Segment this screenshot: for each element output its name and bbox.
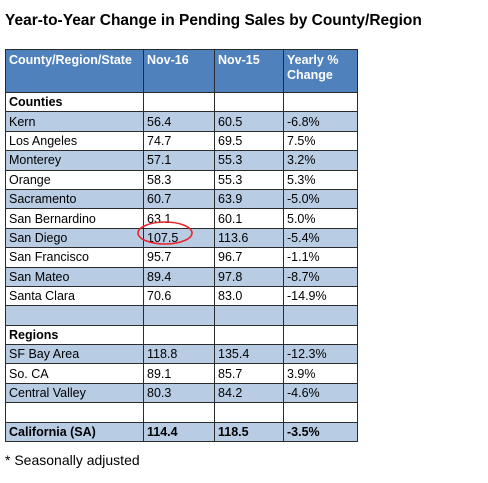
spacer-row <box>5 402 358 423</box>
cell: 60.1 <box>214 208 284 229</box>
data-row: San Diego 107.5 113.6 -5.4% <box>5 227 358 249</box>
cell: Kern <box>5 111 144 132</box>
data-row: Central Valley 80.3 84.2 -4.6% <box>5 382 358 404</box>
cell: 113.6 <box>214 227 284 249</box>
data-row: San Francisco 95.7 96.7 -1.1% <box>5 247 358 268</box>
cell: 89.4 <box>143 266 215 287</box>
cell: -6.8% <box>283 111 358 132</box>
cell: 83.0 <box>214 285 284 307</box>
section-row: Counties <box>5 91 358 113</box>
section-label: Regions <box>5 324 144 346</box>
cell <box>283 402 358 423</box>
header-row: County/Region/State Nov-16 Nov-15 Yearly % … <box>5 49 358 93</box>
header-cell: County/Region/State <box>5 49 144 93</box>
cell: 114.4 <box>143 421 215 443</box>
cell: 63.9 <box>214 188 284 210</box>
cell: 63.1 <box>143 208 215 229</box>
cell: 118.8 <box>143 344 215 365</box>
cell <box>143 91 215 113</box>
cell <box>214 402 284 423</box>
cell: -1.1% <box>283 247 358 268</box>
spacer-row <box>5 305 358 326</box>
section-row: Regions <box>5 324 358 346</box>
cell: 60.5 <box>214 111 284 132</box>
cell: -8.7% <box>283 266 358 287</box>
header-cell: Nov-16 <box>143 49 215 93</box>
cell: Orange <box>5 169 144 190</box>
cell: -14.9% <box>283 285 358 307</box>
cell: -5.0% <box>283 188 358 210</box>
cell <box>143 324 215 346</box>
data-row: So. CA 89.1 85.7 3.9% <box>5 363 358 384</box>
data-row: Kern 56.4 60.5 -6.8% <box>5 111 358 132</box>
cell <box>283 324 358 346</box>
data-row: San Bernardino 63.1 60.1 5.0% <box>5 208 358 229</box>
cell: Santa Clara <box>5 285 144 307</box>
cell: San Diego <box>5 227 144 249</box>
cell: So. CA <box>5 363 144 384</box>
data-row: Sacramento 60.7 63.9 -5.0% <box>5 188 358 210</box>
sales-table: County/Region/State Nov-16 Nov-15 Yearly % … <box>5 49 358 443</box>
data-row: San Mateo 89.4 97.8 -8.7% <box>5 266 358 287</box>
cell <box>214 91 284 113</box>
cell: 60.7 <box>143 188 215 210</box>
cell <box>5 305 144 326</box>
cell: 85.7 <box>214 363 284 384</box>
data-row: Los Angeles 74.7 69.5 7.5% <box>5 130 358 152</box>
cell: 7.5% <box>283 130 358 152</box>
cell <box>143 402 215 423</box>
cell: 69.5 <box>214 130 284 152</box>
cell <box>214 324 284 346</box>
cell: 84.2 <box>214 382 284 404</box>
cell: 58.3 <box>143 169 215 190</box>
cell: 89.1 <box>143 363 215 384</box>
cell: San Mateo <box>5 266 144 287</box>
data-row: Santa Clara 70.6 83.0 -14.9% <box>5 285 358 307</box>
cell: -4.6% <box>283 382 358 404</box>
cell: 55.3 <box>214 169 284 190</box>
cell: Sacramento <box>5 188 144 210</box>
cell: Monterey <box>5 150 144 171</box>
cell: 55.3 <box>214 150 284 171</box>
cell: -3.5% <box>283 421 358 443</box>
cell: 3.2% <box>283 150 358 171</box>
total-row: California (SA) 114.4 118.5 -3.5% <box>5 421 358 443</box>
cell: 57.1 <box>143 150 215 171</box>
cell: 74.7 <box>143 130 215 152</box>
cell <box>283 91 358 113</box>
cell: 70.6 <box>143 285 215 307</box>
cell <box>283 305 358 326</box>
data-row: Orange 58.3 55.3 5.3% <box>5 169 358 190</box>
title: Year-to-Year Change in Pending Sales by … <box>5 12 422 29</box>
cell: Central Valley <box>5 382 144 404</box>
header-cell: Yearly % Change <box>283 49 358 93</box>
cell: 96.7 <box>214 247 284 268</box>
cell: 135.4 <box>214 344 284 365</box>
data-row: Monterey 57.1 55.3 3.2% <box>5 150 358 171</box>
cell: 80.3 <box>143 382 215 404</box>
cell: 5.3% <box>283 169 358 190</box>
cell: 97.8 <box>214 266 284 287</box>
cell: Los Angeles <box>5 130 144 152</box>
cell: San Francisco <box>5 247 144 268</box>
cell: 5.0% <box>283 208 358 229</box>
cell <box>143 305 215 326</box>
cell: 95.7 <box>143 247 215 268</box>
cell: 118.5 <box>214 421 284 443</box>
cell: 56.4 <box>143 111 215 132</box>
cell <box>214 305 284 326</box>
cell: 107.5 <box>143 227 215 249</box>
cell: California (SA) <box>5 421 144 443</box>
data-row: SF Bay Area 118.8 135.4 -12.3% <box>5 344 358 365</box>
footnote: * Seasonally adjusted <box>5 452 140 468</box>
cell: San Bernardino <box>5 208 144 229</box>
cell: -12.3% <box>283 344 358 365</box>
cell: 3.9% <box>283 363 358 384</box>
cell <box>5 402 144 423</box>
header-cell: Nov-15 <box>214 49 284 93</box>
section-label: Counties <box>5 91 144 113</box>
cell: SF Bay Area <box>5 344 144 365</box>
cell: -5.4% <box>283 227 358 249</box>
